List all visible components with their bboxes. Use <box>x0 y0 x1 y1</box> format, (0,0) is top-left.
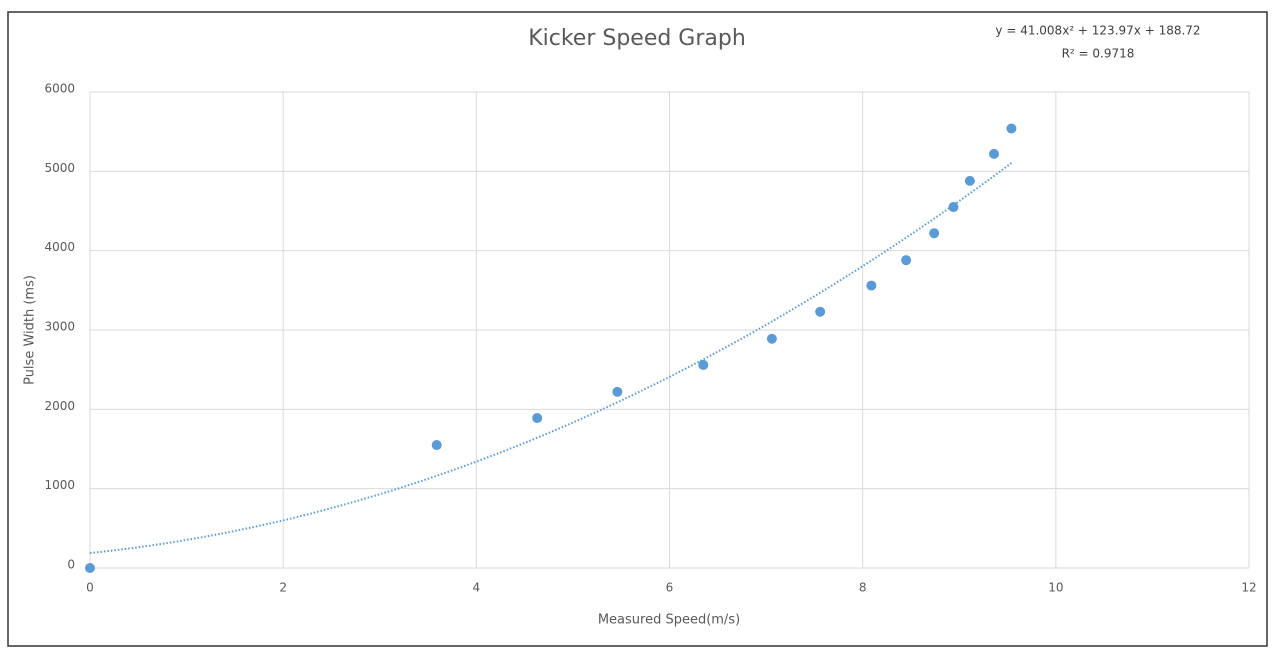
y-tick-label: 5000 <box>44 161 75 175</box>
scatter-point <box>698 359 709 370</box>
scatter-point <box>964 175 975 186</box>
x-tick-label: 4 <box>473 581 481 595</box>
chart-frame <box>7 11 1268 647</box>
y-tick-label: 4000 <box>44 240 75 254</box>
trend-r-squared: R² = 0.9718 <box>1062 47 1135 61</box>
x-tick-label: 12 <box>1241 581 1256 595</box>
x-tick-label: 10 <box>1048 581 1063 595</box>
scatter-point <box>989 148 1000 159</box>
trendline <box>89 162 1012 554</box>
scatter-point <box>85 563 95 573</box>
scatter-point <box>929 228 940 239</box>
x-axis-label: Measured Speed(m/s) <box>598 613 740 628</box>
scatter-point <box>766 333 777 344</box>
y-tick-label: 3000 <box>44 320 75 334</box>
trend-equation: y = 41.008x² + 123.97x + 188.72 <box>995 24 1200 38</box>
scatter-point <box>532 413 543 424</box>
chart-title: Kicker Speed Graph <box>528 26 746 51</box>
scatter-point <box>866 280 877 291</box>
scatter-point <box>431 440 442 451</box>
scatter-point <box>948 202 959 213</box>
x-tick-label: 8 <box>859 581 867 595</box>
y-tick-label: 1000 <box>44 478 75 492</box>
scatter-point <box>612 386 623 397</box>
scatter-point <box>1006 123 1017 134</box>
x-tick-label: 2 <box>279 581 287 595</box>
y-tick-label: 0 <box>67 558 75 572</box>
y-tick-label: 2000 <box>44 399 75 413</box>
scatter-point <box>901 255 912 266</box>
x-tick-label: 0 <box>86 581 94 595</box>
scatter-point <box>815 306 826 317</box>
x-tick-label: 6 <box>666 581 674 595</box>
y-tick-label: 6000 <box>44 82 75 96</box>
y-axis-label: Pulse Width (ms) <box>23 275 38 385</box>
